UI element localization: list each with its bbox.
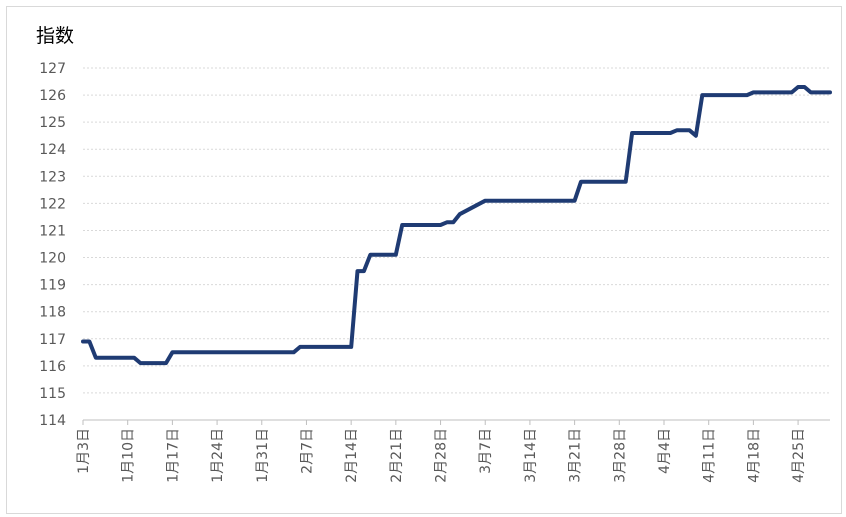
- x-tick-label: 2月14日: [344, 428, 360, 483]
- y-tick-label: 115: [39, 386, 66, 402]
- x-tick-label: 3月28日: [612, 428, 628, 483]
- x-tick-label: 2月28日: [434, 428, 450, 483]
- y-tick-label: 125: [39, 115, 66, 131]
- grid-lines: [83, 67, 830, 394]
- x-tick-label: 4月18日: [746, 428, 762, 483]
- y-tick-label: 124: [39, 142, 66, 158]
- x-tick-label: 4月4日: [657, 428, 673, 474]
- y-tick-label: 123: [39, 169, 66, 185]
- y-tick-label: 126: [39, 88, 66, 104]
- y-tick-label: 120: [39, 251, 66, 267]
- y-tick-label: 117: [39, 332, 66, 348]
- x-tick-label: 3月7日: [478, 428, 494, 474]
- y-tick-label: 116: [39, 359, 66, 375]
- x-tick-label: 3月21日: [568, 428, 584, 483]
- x-axis-tick-labels: 1月3日 1月10日 1月17日 1月24日 1月31日 2月7日 2月14日 2月21日 2月…: [76, 420, 807, 483]
- y-tick-label: 122: [39, 196, 66, 212]
- y-tick-label: 127: [39, 61, 66, 77]
- y-tick-label: 114: [39, 413, 66, 429]
- chart-frame: [6, 6, 842, 514]
- x-tick-label: 2月7日: [299, 428, 315, 474]
- x-tick-label: 1月17日: [165, 428, 181, 483]
- x-tick-label: 2月21日: [389, 428, 405, 483]
- y-axis-tick-labels: 114 115 116 117 118 119 120 121 122 123 124 125 126 1…: [39, 61, 66, 429]
- x-tick-label: 1月31日: [255, 428, 271, 483]
- series-line: [81, 85, 832, 366]
- x-tick-label: 4月25日: [791, 428, 807, 483]
- y-tick-label: 119: [39, 278, 66, 294]
- x-tick-label: 1月3日: [76, 428, 92, 474]
- y-tick-label: 121: [39, 223, 66, 239]
- y-tick-label: 118: [39, 305, 66, 321]
- x-tick-label: 3月14日: [523, 428, 539, 483]
- x-tick-label: 4月11日: [702, 428, 718, 483]
- x-tick-label: 1月24日: [210, 428, 226, 483]
- chart-title: 指数: [36, 25, 74, 47]
- x-tick-label: 1月10日: [121, 428, 137, 483]
